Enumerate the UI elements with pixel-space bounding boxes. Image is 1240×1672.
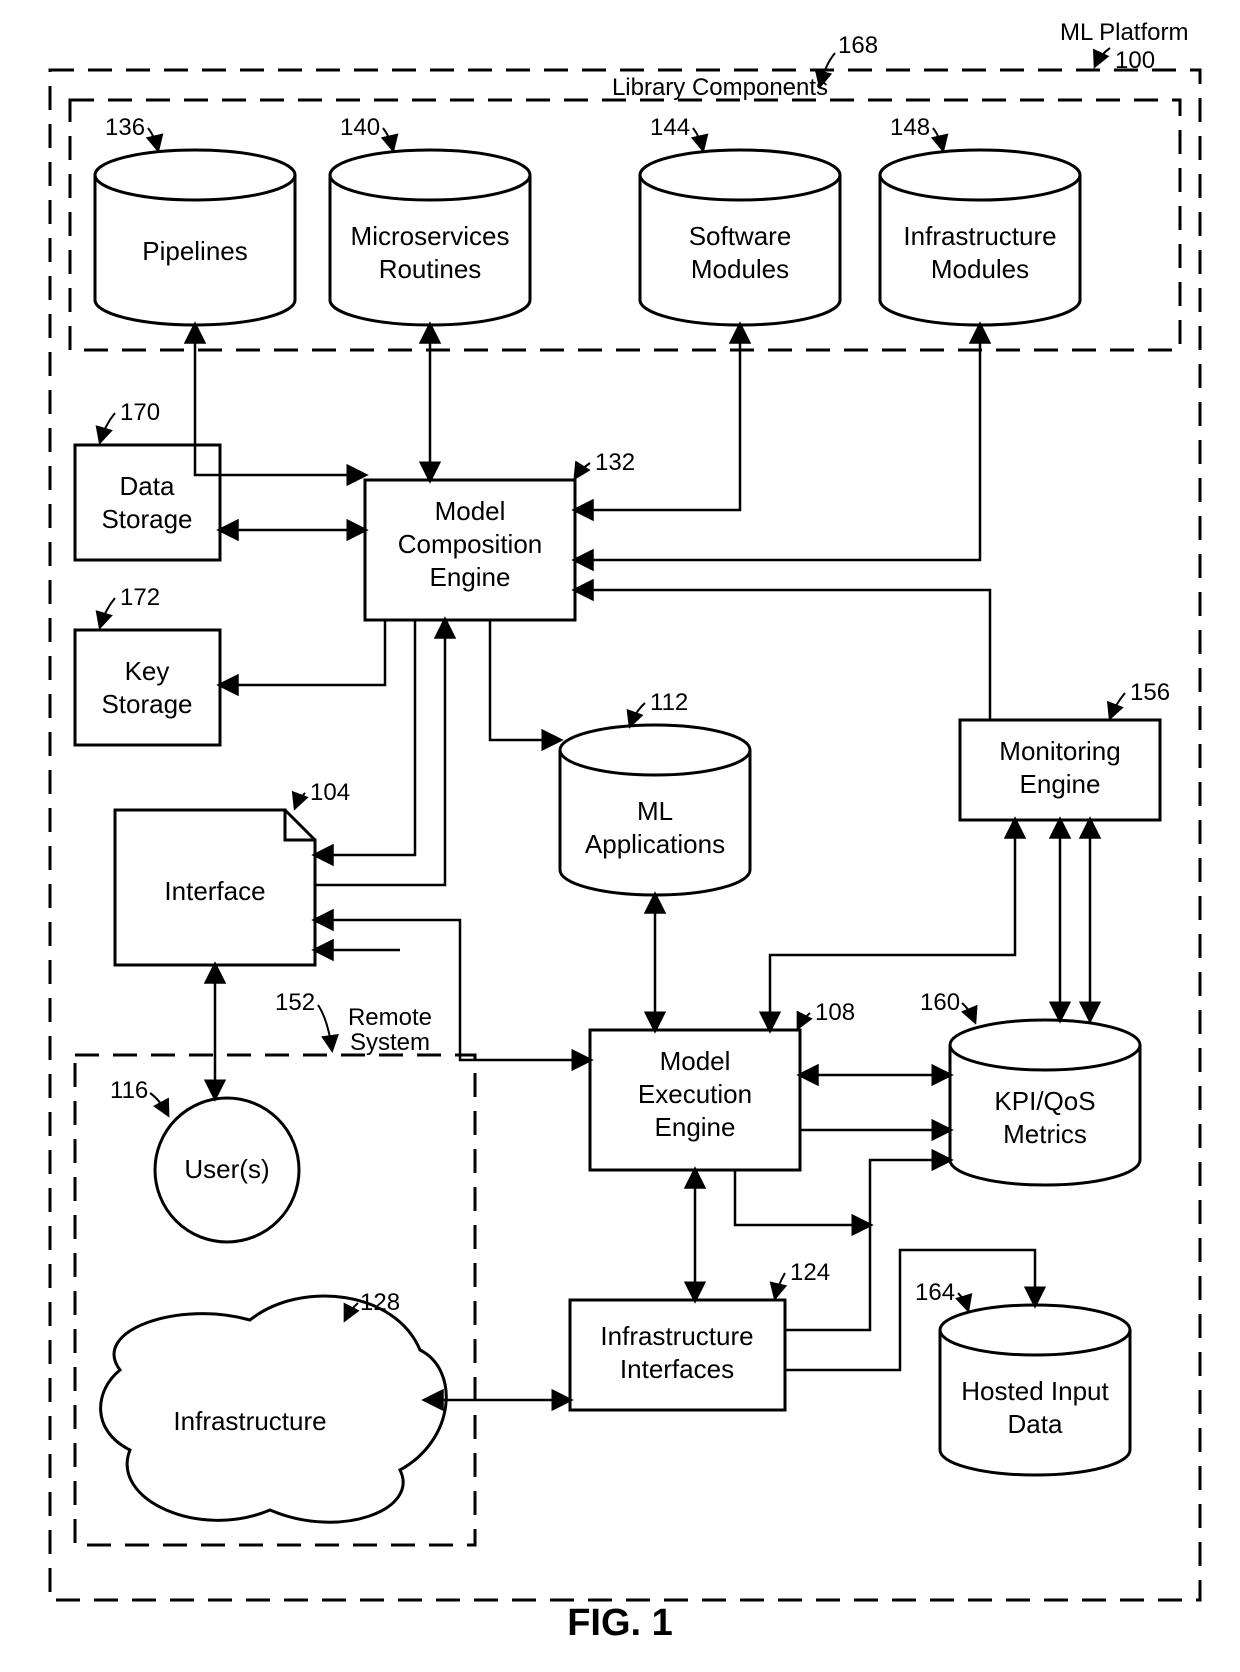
key-storage-ref: 172 <box>120 584 160 611</box>
ml-platform-ref: 100 <box>1115 47 1155 74</box>
mce-ref: 132 <box>595 449 635 476</box>
svg-text:Composition: Composition <box>398 529 543 559</box>
library-ref: 168 <box>838 32 878 59</box>
svg-text:ML: ML <box>637 796 673 826</box>
remote-label-1: Remote <box>348 1004 432 1031</box>
svg-text:Microservices: Microservices <box>351 221 510 251</box>
svg-text:KPI/QoS: KPI/QoS <box>994 1086 1095 1116</box>
kpi-ref: 160 <box>920 989 960 1016</box>
pipelines-cylinder: Pipelines <box>95 150 295 325</box>
svg-text:Modules: Modules <box>691 254 789 284</box>
interface-ref: 104 <box>310 779 350 806</box>
svg-text:Interface: Interface <box>164 876 265 906</box>
svg-text:Hosted Input: Hosted Input <box>961 1376 1109 1406</box>
svg-text:Data: Data <box>1008 1409 1063 1439</box>
remote-ref: 152 <box>275 989 315 1016</box>
pipelines-ref: 136 <box>105 114 145 141</box>
library-label: Library Components <box>612 74 828 101</box>
svg-text:Interfaces: Interfaces <box>620 1354 734 1384</box>
monitoring-ref: 156 <box>1130 679 1170 706</box>
svg-text:Routines: Routines <box>379 254 482 284</box>
data-storage-box <box>75 445 220 560</box>
infra-modules-cylinder: Infrastructure Modules <box>880 150 1080 325</box>
infra-mod-ref: 148 <box>890 114 930 141</box>
kpi-cylinder: KPI/QoS Metrics <box>950 1020 1140 1185</box>
software-modules-cylinder: Software Modules <box>640 150 840 325</box>
svg-text:Applications: Applications <box>585 829 725 859</box>
data-storage-ref: 170 <box>120 399 160 426</box>
svg-text:Infrastructure: Infrastructure <box>173 1406 326 1436</box>
svg-text:Engine: Engine <box>655 1112 736 1142</box>
svg-text:Pipelines: Pipelines <box>142 236 248 266</box>
hosted-cylinder: Hosted Input Data <box>940 1305 1130 1475</box>
svg-text:Engine: Engine <box>430 562 511 592</box>
svg-text:Data: Data <box>120 471 175 501</box>
software-ref: 144 <box>650 114 690 141</box>
ml-apps-ref: 112 <box>650 689 688 716</box>
svg-text:User(s): User(s) <box>184 1154 269 1184</box>
svg-text:Key: Key <box>125 656 170 686</box>
users-ref: 116 <box>110 1077 148 1104</box>
svg-text:Modules: Modules <box>931 254 1029 284</box>
svg-text:Infrastructure: Infrastructure <box>903 221 1056 251</box>
svg-text:Software: Software <box>689 221 792 251</box>
svg-text:Infrastructure: Infrastructure <box>600 1321 753 1351</box>
mee-ref: 108 <box>815 999 855 1026</box>
infra-if-ref: 124 <box>790 1259 830 1286</box>
microservices-cylinder: Microservices Routines <box>330 150 530 325</box>
svg-text:Model: Model <box>660 1046 731 1076</box>
interface-doc: Interface <box>115 810 315 965</box>
remote-label-2: System <box>350 1029 430 1056</box>
figure-caption: FIG. 1 <box>567 1602 673 1644</box>
hosted-ref: 164 <box>915 1279 955 1306</box>
svg-text:Execution: Execution <box>638 1079 752 1109</box>
svg-text:Model: Model <box>435 496 506 526</box>
svg-text:Storage: Storage <box>101 504 192 534</box>
svg-text:Storage: Storage <box>101 689 192 719</box>
architecture-diagram: ML Platform 100 Library Components 168 P… <box>0 0 1240 1672</box>
svg-text:Metrics: Metrics <box>1003 1119 1087 1149</box>
ml-platform-label: ML Platform <box>1060 19 1188 46</box>
ml-apps-cylinder: ML Applications <box>560 725 750 895</box>
svg-text:Engine: Engine <box>1020 769 1101 799</box>
microservices-ref: 140 <box>340 114 380 141</box>
infra-ref: 128 <box>360 1289 400 1316</box>
svg-text:Monitoring: Monitoring <box>999 736 1120 766</box>
key-storage-box <box>75 630 220 745</box>
